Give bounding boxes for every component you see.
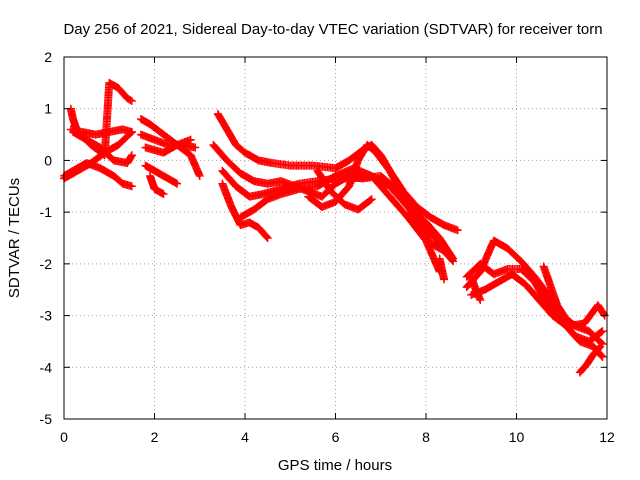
marker-trail: [218, 179, 272, 242]
x-tick-label: 2: [151, 429, 159, 445]
y-tick-label: 1: [44, 101, 52, 117]
marker-trail: [575, 342, 605, 377]
y-tick-label: -5: [40, 411, 53, 427]
y-tick-label: 2: [44, 49, 52, 65]
marker-trail: [467, 272, 485, 305]
marker-trail: [141, 161, 182, 188]
series-track-5: [66, 78, 136, 160]
series-track-15: [236, 164, 444, 276]
series-track-23: [575, 342, 605, 377]
series-track-17: [313, 166, 376, 214]
x-axis-title: GPS time / hours: [278, 457, 392, 474]
marker-trail: [60, 127, 136, 183]
marker-trail: [213, 109, 462, 235]
series-track-14: [218, 179, 272, 242]
marker-trail: [145, 171, 168, 199]
y-tick-label: -2: [40, 256, 53, 272]
series-track-8: [141, 135, 195, 157]
series-track-9: [141, 161, 182, 188]
series-track-2: [60, 127, 136, 183]
x-axis: 0 2 4 6 8 10 12: [60, 57, 615, 445]
marker-trail: [467, 270, 607, 361]
marker-trail: [66, 78, 136, 160]
y-axis-title: SDTVAR / TECUs: [6, 178, 23, 298]
series-track-24: [467, 272, 485, 305]
series-track-21: [467, 270, 607, 361]
series-track-11: [213, 109, 462, 235]
data-points: [60, 78, 609, 377]
series-track-22: [539, 262, 609, 330]
grid-lines: [64, 57, 607, 419]
x-tick-label: 12: [599, 429, 615, 445]
marker-trail: [435, 254, 449, 284]
y-tick-label: -3: [40, 308, 53, 324]
x-tick-label: 4: [241, 429, 249, 445]
marker-trail: [313, 166, 376, 214]
marker-trail: [304, 140, 458, 266]
x-tick-label: 8: [422, 429, 430, 445]
y-tick-label: -4: [40, 359, 53, 375]
series-track-18: [435, 254, 449, 284]
x-tick-label: 0: [60, 429, 68, 445]
x-tick-label: 10: [509, 429, 525, 445]
x-tick-label: 6: [332, 429, 340, 445]
chart-title: Day 256 of 2021, Sidereal Day-to-day VTE…: [63, 21, 602, 38]
series-track-16: [304, 140, 458, 266]
marker-trail: [141, 135, 195, 157]
series-track-10: [145, 171, 168, 199]
marker-trail: [539, 262, 609, 330]
y-tick-label: 0: [44, 152, 52, 168]
y-tick-label: -1: [40, 204, 53, 220]
marker-trail: [236, 164, 444, 276]
y-axis: -5 -4 -3 -2 -1 0 1 2: [40, 49, 607, 427]
